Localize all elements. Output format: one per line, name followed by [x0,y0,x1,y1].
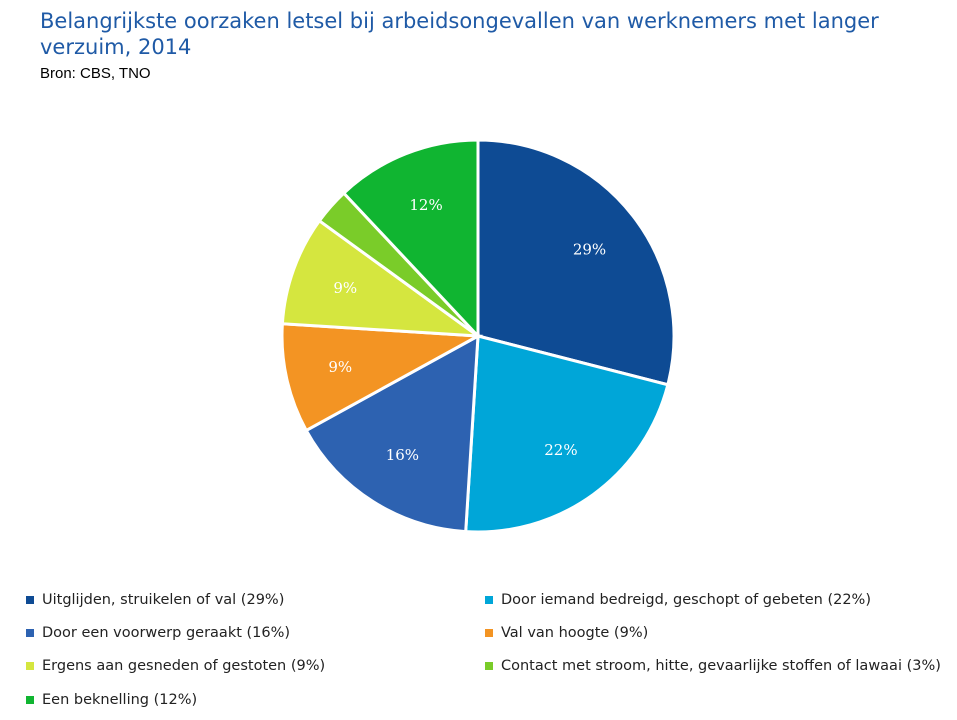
chart-source: Bron: CBS, TNO [40,65,151,82]
slice-data-label-2: 22% [544,441,577,459]
pie-slice-7 [341,138,480,340]
slice-data-label-1: 29% [573,241,606,259]
pie-slice-4 [280,322,484,433]
slice-data-label-7: 12% [409,196,442,214]
pie-slice-2 [464,334,670,534]
pie-slice-3 [304,333,480,534]
pie-slice-5 [280,218,484,338]
slice-data-label-5: 9% [333,279,357,297]
slice-data-label-3: 16% [386,446,419,464]
slice-data-label-4: 9% [328,358,352,376]
pie-slice-1 [476,138,676,387]
chart-title: Belangrijkste oorzaken letsel bij arbeid… [40,9,879,59]
